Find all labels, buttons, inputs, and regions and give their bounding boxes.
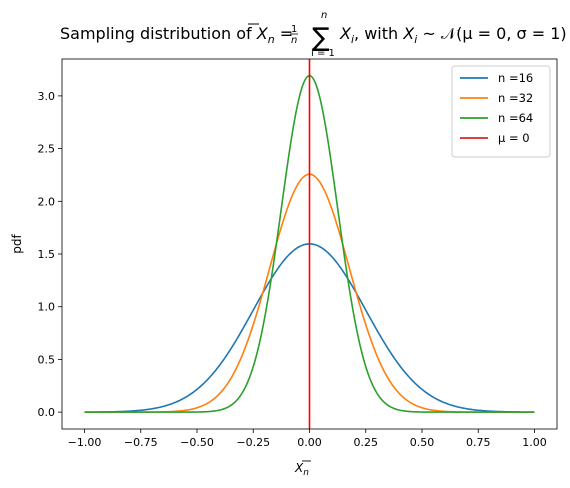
title-xi-sub: i — [351, 33, 354, 46]
x-tick-label: 0.50 — [410, 436, 435, 449]
title-lead: Sampling distribution of — [60, 24, 257, 43]
y-ticks: 0.0 0.5 1.0 1.5 2.0 2.5 3.0 — [38, 90, 62, 419]
title-sum-upper: n — [321, 10, 327, 21]
title-xi: X — [339, 24, 352, 43]
x-axis-label: Xn — [294, 461, 309, 478]
title-sum-lower: i = 1 — [311, 48, 335, 59]
y-tick-label: 1.5 — [38, 248, 56, 261]
title-xi2-sub: i — [414, 33, 417, 46]
x-axis-label-main: X — [294, 461, 304, 475]
y-tick-label: 3.0 — [38, 90, 56, 103]
y-tick-label: 0.0 — [38, 406, 56, 419]
y-tick-label: 1.0 — [38, 301, 56, 314]
x-tick-label: 0.75 — [466, 436, 491, 449]
x-tick-label: 1.00 — [522, 436, 547, 449]
y-tick-label: 0.5 — [38, 353, 56, 366]
title-xi2: X — [402, 24, 415, 43]
legend: n =16 n =32 n =64 μ = 0 — [451, 65, 551, 158]
x-tick-label: −0.75 — [124, 436, 158, 449]
y-tick-label: 2.5 — [38, 143, 56, 156]
x-ticks: −1.00 −0.75 −0.50 −0.25 0.00 0.25 0.50 0.75 1.00 — [68, 429, 547, 449]
title-sum: ∑ — [312, 23, 330, 53]
legend-label-3: μ = 0 — [498, 131, 530, 145]
legend-label-1: n =32 — [498, 91, 533, 105]
x-tick-label: −0.25 — [236, 436, 270, 449]
x-tick-label: 0.25 — [354, 436, 379, 449]
legend-label-2: n =64 — [498, 111, 533, 125]
x-tick-label: 0.00 — [297, 436, 322, 449]
title-dist: ~ 𝒩(μ = 0, σ = 1) — [417, 24, 566, 43]
x-axis-label-sub: n — [303, 468, 309, 478]
title-frac-num: 1 — [291, 24, 297, 35]
title-rest: Xi, with Xi ~ 𝒩(μ = 0, σ = 1) — [339, 24, 567, 46]
title-with: , with — [354, 24, 403, 43]
y-axis-label: pdf — [10, 234, 24, 254]
legend-items: n =16 n =32 n =64 μ = 0 — [460, 71, 533, 145]
title-xbar-sub: n — [268, 33, 275, 46]
series-layer — [84, 59, 535, 429]
y-tick-label: 2.0 — [38, 195, 56, 208]
legend-box — [451, 65, 551, 158]
title-frac-den: n — [291, 35, 297, 46]
chart-title: Sampling distribution of Xn = — [60, 24, 293, 46]
title-xbar: X — [256, 24, 269, 43]
x-tick-label: −1.00 — [68, 436, 102, 449]
x-tick-label: −0.50 — [180, 436, 214, 449]
plot-area — [61, 58, 558, 430]
legend-label-0: n =16 — [498, 71, 533, 85]
title-eq: = — [275, 24, 294, 43]
